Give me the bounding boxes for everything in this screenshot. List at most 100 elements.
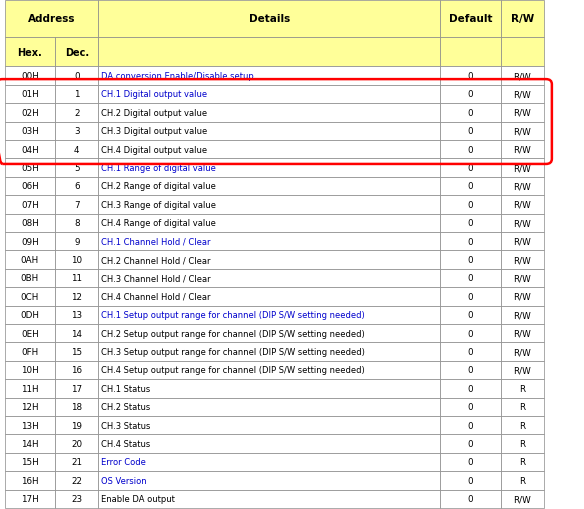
- Bar: [500, 343, 544, 361]
- Text: Dec.: Dec.: [65, 47, 89, 58]
- Bar: [5, 104, 55, 122]
- Bar: [5, 67, 55, 86]
- Bar: [5, 38, 55, 67]
- Text: 0: 0: [468, 292, 473, 301]
- Text: 0: 0: [468, 274, 473, 283]
- Bar: [440, 214, 500, 233]
- Text: 04H: 04H: [21, 146, 39, 154]
- Bar: [98, 104, 440, 122]
- Bar: [5, 177, 55, 196]
- Text: R/W: R/W: [513, 366, 531, 375]
- Bar: [55, 269, 98, 288]
- Bar: [5, 140, 55, 159]
- Text: 0: 0: [468, 403, 473, 411]
- Bar: [98, 251, 440, 269]
- Text: 02H: 02H: [21, 108, 39, 118]
- Bar: [55, 214, 98, 233]
- Bar: [55, 104, 98, 122]
- Text: CH.1 Channel Hold / Clear: CH.1 Channel Hold / Clear: [101, 237, 211, 246]
- Bar: [55, 471, 98, 490]
- Text: CH.4 Setup output range for channel (DIP S/W setting needed): CH.4 Setup output range for channel (DIP…: [101, 366, 365, 375]
- Text: CH.3 Channel Hold / Clear: CH.3 Channel Hold / Clear: [101, 274, 211, 283]
- Text: 19: 19: [71, 421, 82, 430]
- Bar: [55, 122, 98, 140]
- Bar: [500, 38, 544, 67]
- Text: 9: 9: [74, 237, 79, 246]
- Text: CH.2 Digital output value: CH.2 Digital output value: [101, 108, 207, 118]
- Bar: [98, 122, 440, 140]
- Text: CH.4 Channel Hold / Clear: CH.4 Channel Hold / Clear: [101, 292, 211, 301]
- Text: 0: 0: [74, 72, 79, 81]
- Bar: [5, 214, 55, 233]
- Text: R/W: R/W: [513, 237, 531, 246]
- Text: 00H: 00H: [21, 72, 39, 81]
- Bar: [5, 122, 55, 140]
- Bar: [5, 343, 55, 361]
- Bar: [440, 306, 500, 324]
- Text: CH.3 Digital output value: CH.3 Digital output value: [101, 127, 207, 136]
- Text: 14H: 14H: [21, 439, 39, 448]
- Text: 10: 10: [71, 256, 82, 265]
- Bar: [55, 233, 98, 251]
- Bar: [98, 159, 440, 178]
- Bar: [55, 38, 98, 67]
- Bar: [440, 269, 500, 288]
- Bar: [440, 361, 500, 379]
- Text: 0: 0: [468, 127, 473, 136]
- Text: CH.3 Setup output range for channel (DIP S/W setting needed): CH.3 Setup output range for channel (DIP…: [101, 347, 365, 356]
- Text: 01H: 01H: [21, 90, 39, 99]
- Bar: [440, 86, 500, 104]
- Text: CH.2 Setup output range for channel (DIP S/W setting needed): CH.2 Setup output range for channel (DIP…: [101, 329, 365, 338]
- Bar: [440, 159, 500, 178]
- Bar: [98, 86, 440, 104]
- Text: Error Code: Error Code: [101, 458, 146, 467]
- Bar: [440, 1, 500, 38]
- Text: R/W: R/W: [513, 201, 531, 209]
- Text: R/W: R/W: [513, 256, 531, 265]
- Bar: [98, 38, 440, 67]
- Text: 18: 18: [71, 403, 82, 411]
- Bar: [55, 67, 98, 86]
- Text: 0CH: 0CH: [21, 292, 39, 301]
- Bar: [440, 288, 500, 306]
- Text: OS Version: OS Version: [101, 476, 147, 485]
- Text: 17: 17: [71, 384, 82, 393]
- Bar: [98, 269, 440, 288]
- Bar: [500, 324, 544, 343]
- Text: 0: 0: [468, 458, 473, 467]
- Text: 0: 0: [468, 384, 473, 393]
- Text: R: R: [519, 384, 525, 393]
- Bar: [440, 398, 500, 416]
- Bar: [440, 177, 500, 196]
- Text: R/W: R/W: [513, 329, 531, 338]
- Text: CH.3 Range of digital value: CH.3 Range of digital value: [101, 201, 216, 209]
- Bar: [98, 140, 440, 159]
- Text: Details: Details: [249, 14, 290, 24]
- Text: 4: 4: [74, 146, 79, 154]
- Text: 0: 0: [468, 476, 473, 485]
- Text: 0: 0: [468, 310, 473, 320]
- Text: 0: 0: [468, 164, 473, 173]
- Bar: [500, 214, 544, 233]
- Bar: [440, 196, 500, 214]
- Bar: [98, 435, 440, 453]
- Text: R/W: R/W: [510, 14, 534, 24]
- Bar: [440, 67, 500, 86]
- Text: 0: 0: [468, 256, 473, 265]
- Bar: [55, 177, 98, 196]
- Bar: [500, 1, 544, 38]
- Text: 06H: 06H: [21, 182, 39, 191]
- Text: 0: 0: [468, 494, 473, 503]
- Text: R/W: R/W: [513, 146, 531, 154]
- Bar: [5, 453, 55, 471]
- Bar: [440, 343, 500, 361]
- Bar: [5, 233, 55, 251]
- Text: 2: 2: [74, 108, 79, 118]
- Text: 13: 13: [71, 310, 82, 320]
- Bar: [500, 490, 544, 508]
- Bar: [440, 471, 500, 490]
- Text: 0: 0: [468, 347, 473, 356]
- Text: R/W: R/W: [513, 127, 531, 136]
- Text: R/W: R/W: [513, 164, 531, 173]
- Text: 7: 7: [74, 201, 79, 209]
